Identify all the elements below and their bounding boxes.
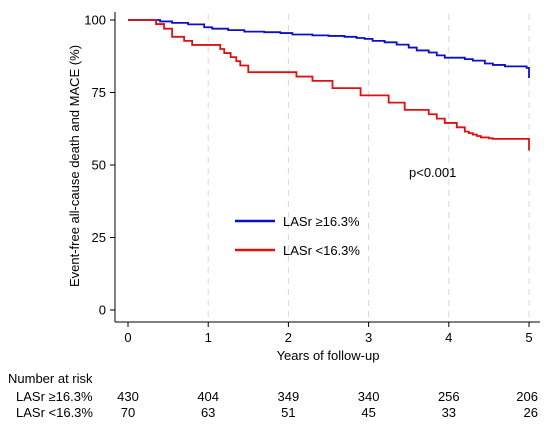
y-tick-label: 25 xyxy=(92,230,106,245)
risk-table-title: Number at risk xyxy=(8,371,93,386)
series-lines xyxy=(128,19,530,151)
y-tick-label: 75 xyxy=(92,85,106,100)
series-line-lasr-high xyxy=(128,19,530,78)
y-ticks: 0 25 50 75 100 xyxy=(84,13,115,318)
x-tick-label: 0 xyxy=(124,330,131,345)
x-tick-label: 2 xyxy=(285,330,292,345)
risk-cell: 33 xyxy=(441,405,457,420)
y-axis-title: Event-free all-cause death and MACE (%) xyxy=(67,45,82,287)
risk-cell: 45 xyxy=(361,405,376,420)
km-chart: 0 25 50 75 100 0 1 2 3 4 5 Event-free all-cause d… xyxy=(67,12,540,363)
risk-cell: 51 xyxy=(281,405,296,420)
x-tick-label: 1 xyxy=(205,330,212,345)
risk-cell: 26 xyxy=(523,405,538,420)
risk-row-label-lasr-high: LASr ≥16.3% xyxy=(16,389,93,404)
x-tick-label: 5 xyxy=(525,330,532,345)
y-tick-label: 50 xyxy=(92,158,106,173)
x-axis-title: Years of follow-up xyxy=(277,348,380,363)
legend-label-lasr-high: LASr ≥16.3% xyxy=(283,214,360,229)
y-tick-label: 0 xyxy=(99,303,106,318)
x-tick-label: 4 xyxy=(445,330,452,345)
risk-row-label-lasr-low: LASr <16.3% xyxy=(16,405,93,420)
legend-label-lasr-low: LASr <16.3% xyxy=(283,243,360,258)
legend: LASr ≥16.3% LASr <16.3% xyxy=(235,214,360,258)
risk-cell: 206 xyxy=(516,389,538,404)
risk-cell: 63 xyxy=(200,405,216,420)
p-value-annotation: p<0.001 xyxy=(409,165,456,180)
risk-cell: 349 xyxy=(277,389,300,404)
risk-cell: 70 xyxy=(120,405,136,420)
x-tick-label: 3 xyxy=(365,330,372,345)
risk-cell: 430 xyxy=(117,389,139,404)
y-tick-label: 100 xyxy=(84,13,106,28)
gridlines xyxy=(207,14,530,322)
x-ticks: 0 1 2 3 4 5 xyxy=(124,322,533,345)
risk-cell: 256 xyxy=(437,389,460,404)
series-line-lasr-low xyxy=(128,19,530,151)
risk-cell: 404 xyxy=(197,389,220,404)
risk-cell: 340 xyxy=(357,389,380,404)
